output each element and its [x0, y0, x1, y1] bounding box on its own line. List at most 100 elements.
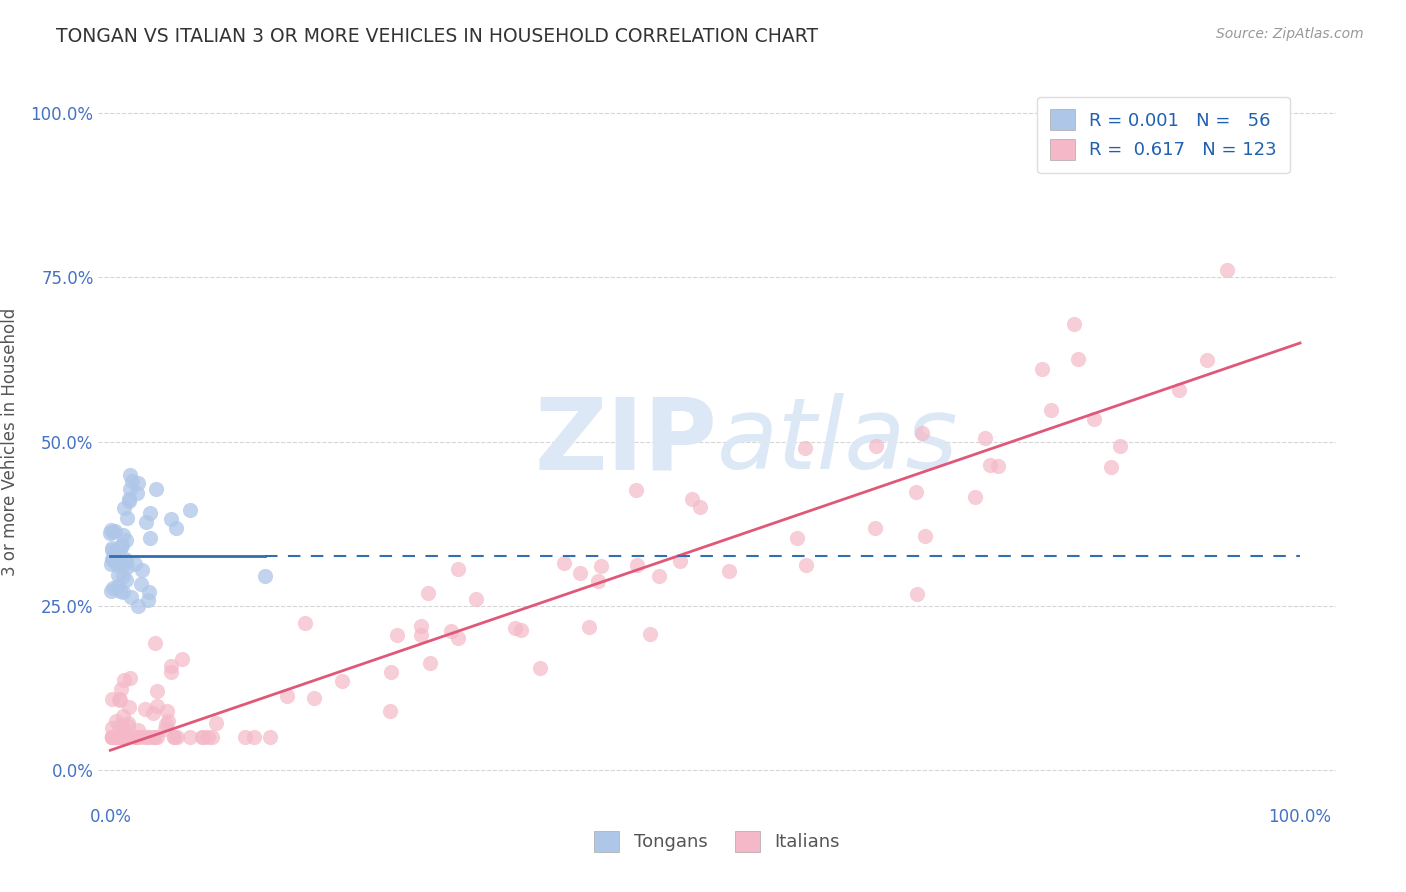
Text: atlas: atlas	[717, 393, 959, 490]
Point	[626, 483, 648, 497]
Point	[233, 730, 256, 744]
Point	[131, 563, 153, 577]
Point	[170, 652, 193, 666]
Point	[118, 699, 141, 714]
Point	[124, 557, 146, 571]
Point	[163, 730, 186, 744]
Point	[107, 568, 129, 582]
Point	[100, 526, 122, 541]
Point	[100, 557, 122, 571]
Point	[1040, 402, 1063, 417]
Text: ZIP: ZIP	[534, 393, 717, 490]
Point	[118, 671, 141, 685]
Point	[101, 691, 124, 706]
Text: Source: ZipAtlas.com: Source: ZipAtlas.com	[1216, 27, 1364, 41]
Point	[110, 538, 132, 552]
Point	[115, 730, 138, 744]
Point	[120, 482, 142, 496]
Point	[107, 554, 129, 568]
Point	[626, 558, 648, 573]
Point	[139, 531, 162, 545]
Point	[104, 545, 127, 559]
Point	[105, 558, 128, 573]
Point	[204, 715, 226, 730]
Point	[165, 521, 187, 535]
Point	[117, 715, 139, 730]
Point	[115, 560, 138, 574]
Point	[669, 553, 692, 567]
Point	[135, 730, 157, 744]
Point	[101, 524, 124, 539]
Point	[1109, 439, 1132, 453]
Point	[647, 569, 669, 583]
Point	[120, 468, 142, 483]
Point	[153, 722, 176, 736]
Point	[1195, 352, 1218, 367]
Point	[145, 699, 167, 714]
Point	[914, 529, 936, 543]
Point	[108, 692, 131, 706]
Point	[104, 730, 127, 744]
Point	[114, 533, 136, 548]
Point	[110, 540, 132, 554]
Point	[786, 531, 808, 545]
Point	[689, 500, 711, 515]
Point	[110, 720, 132, 734]
Point	[259, 730, 281, 744]
Point	[101, 553, 124, 567]
Point	[529, 661, 551, 675]
Point	[155, 716, 177, 731]
Point	[509, 623, 531, 637]
Point	[111, 558, 134, 573]
Point	[101, 551, 124, 566]
Point	[145, 482, 167, 496]
Point	[409, 628, 432, 642]
Point	[114, 730, 136, 744]
Point	[465, 591, 488, 606]
Point	[865, 439, 887, 453]
Point	[120, 590, 142, 604]
Point	[100, 730, 122, 744]
Point	[104, 730, 127, 744]
Point	[163, 730, 186, 744]
Point	[160, 512, 183, 526]
Point	[138, 730, 160, 744]
Point	[863, 521, 886, 535]
Point	[108, 693, 131, 707]
Point	[103, 581, 125, 595]
Point	[100, 552, 122, 566]
Point	[253, 569, 276, 583]
Point	[132, 730, 155, 744]
Point	[142, 706, 165, 721]
Point	[302, 691, 325, 706]
Point	[110, 682, 132, 697]
Point	[110, 539, 132, 553]
Point	[101, 730, 124, 744]
Point	[101, 721, 124, 735]
Point	[112, 569, 135, 583]
Point	[1216, 263, 1239, 277]
Point	[125, 730, 148, 744]
Point	[409, 619, 432, 633]
Point	[100, 523, 122, 537]
Point	[108, 719, 131, 733]
Point	[115, 554, 138, 568]
Point	[138, 592, 160, 607]
Point	[114, 552, 136, 566]
Point	[276, 689, 298, 703]
Point	[979, 458, 1001, 473]
Point	[146, 730, 169, 744]
Point	[378, 704, 401, 718]
Point	[142, 730, 165, 744]
Point	[197, 730, 219, 744]
Point	[1167, 383, 1189, 397]
Point	[987, 459, 1010, 474]
Point	[112, 709, 135, 723]
Point	[112, 501, 135, 516]
Point	[159, 658, 181, 673]
Point	[569, 566, 592, 580]
Point	[179, 730, 201, 744]
Point	[114, 730, 136, 744]
Point	[104, 730, 127, 744]
Point	[125, 730, 148, 744]
